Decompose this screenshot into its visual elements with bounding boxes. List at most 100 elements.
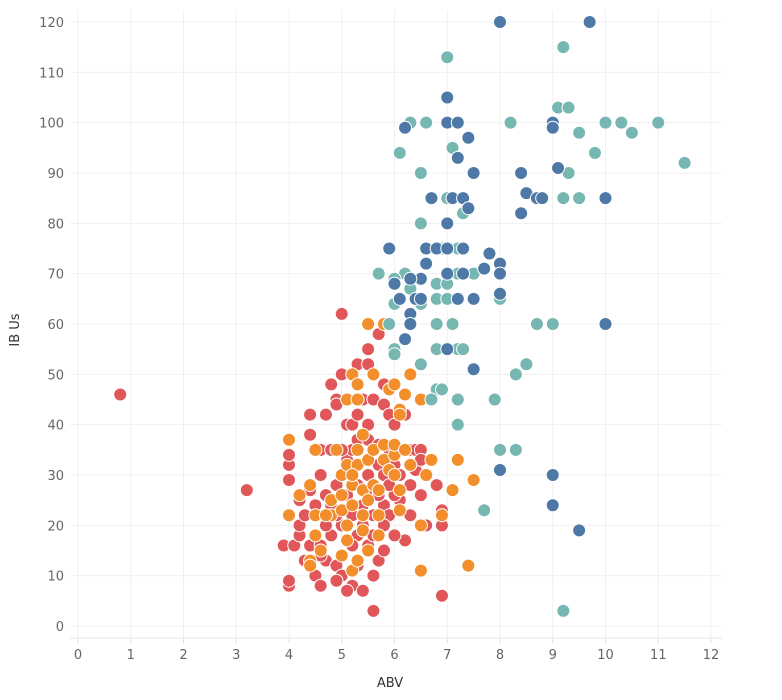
data-point-series-3[interactable] [493, 286, 507, 301]
data-point-series-2[interactable] [440, 50, 455, 65]
data-point-series-3[interactable] [514, 166, 529, 180]
data-point-series-3[interactable] [598, 191, 613, 206]
data-point-series-0[interactable] [303, 427, 318, 442]
data-point-series-1[interactable] [366, 367, 381, 382]
data-point-series-3[interactable] [545, 120, 560, 135]
data-point-series-3[interactable] [598, 317, 613, 331]
data-point-series-1[interactable] [371, 508, 386, 523]
data-point-series-1[interactable] [403, 457, 418, 472]
data-point-series-1[interactable] [350, 553, 365, 568]
data-point-series-2[interactable] [413, 166, 428, 180]
data-point-series-2[interactable] [413, 216, 428, 231]
data-point-series-1[interactable] [313, 543, 328, 558]
data-point-series-2[interactable] [434, 382, 449, 397]
data-point-series-3[interactable] [572, 523, 587, 538]
data-point-series-2[interactable] [456, 342, 471, 357]
data-point-series-2[interactable] [572, 125, 587, 140]
data-point-series-1[interactable] [419, 468, 434, 482]
data-point-series-3[interactable] [450, 115, 465, 130]
data-point-series-1[interactable] [329, 442, 344, 457]
data-point-series-1[interactable] [292, 488, 307, 503]
data-point-series-3[interactable] [493, 266, 507, 281]
data-point-series-0[interactable] [318, 407, 333, 422]
data-point-series-2[interactable] [519, 357, 534, 372]
data-point-series-1[interactable] [308, 442, 323, 457]
data-point-series-1[interactable] [361, 317, 376, 331]
data-point-series-3[interactable] [466, 166, 481, 180]
data-point-series-3[interactable] [440, 342, 455, 357]
data-point-series-1[interactable] [334, 548, 349, 563]
data-point-series-1[interactable] [387, 468, 402, 482]
data-point-series-3[interactable] [382, 241, 397, 256]
data-point-series-1[interactable] [308, 528, 323, 543]
data-point-series-3[interactable] [545, 498, 560, 513]
data-point-series-1[interactable] [387, 377, 402, 392]
data-point-series-2[interactable] [445, 317, 460, 331]
data-point-series-1[interactable] [398, 387, 413, 402]
data-point-series-0[interactable] [434, 588, 449, 603]
data-point-series-0[interactable] [282, 447, 296, 462]
data-point-series-2[interactable] [429, 317, 444, 331]
data-point-series-3[interactable] [440, 90, 455, 105]
data-point-series-3[interactable] [461, 201, 476, 216]
data-point-series-0[interactable] [324, 377, 339, 392]
data-point-series-3[interactable] [424, 191, 439, 206]
data-point-series-2[interactable] [677, 155, 692, 170]
data-point-series-1[interactable] [434, 508, 449, 523]
data-point-series-1[interactable] [350, 377, 365, 392]
data-point-series-1[interactable] [371, 528, 386, 543]
data-point-series-2[interactable] [450, 392, 465, 407]
data-point-series-3[interactable] [450, 291, 465, 306]
data-point-series-2[interactable] [624, 125, 639, 140]
data-point-series-3[interactable] [387, 276, 402, 291]
data-point-series-0[interactable] [366, 568, 381, 583]
data-point-series-2[interactable] [614, 115, 629, 130]
data-point-series-2[interactable] [572, 191, 587, 206]
data-point-series-0[interactable] [282, 573, 296, 588]
data-point-series-2[interactable] [419, 115, 434, 130]
data-point-series-3[interactable] [398, 332, 413, 347]
data-point-series-3[interactable] [440, 266, 455, 281]
data-point-series-3[interactable] [582, 15, 597, 29]
data-point-series-0[interactable] [340, 583, 355, 598]
data-point-series-2[interactable] [392, 145, 407, 160]
data-point-series-2[interactable] [424, 392, 439, 407]
data-point-series-1[interactable] [303, 558, 318, 573]
data-point-series-1[interactable] [403, 367, 418, 382]
data-point-series-0[interactable] [376, 543, 391, 558]
data-point-series-1[interactable] [355, 508, 370, 523]
data-point-series-2[interactable] [545, 317, 560, 331]
data-point-series-1[interactable] [361, 493, 376, 508]
data-point-series-1[interactable] [340, 533, 355, 548]
data-point-series-2[interactable] [508, 442, 523, 457]
data-point-series-2[interactable] [508, 367, 523, 382]
data-point-series-3[interactable] [413, 291, 428, 306]
data-point-series-3[interactable] [493, 15, 507, 29]
data-point-series-0[interactable] [413, 488, 428, 503]
data-point-series-3[interactable] [392, 291, 407, 306]
data-point-series-2[interactable] [556, 40, 571, 55]
data-point-series-1[interactable] [371, 483, 386, 498]
data-point-series-0[interactable] [303, 407, 318, 422]
data-point-series-1[interactable] [392, 407, 407, 422]
data-point-series-1[interactable] [355, 523, 370, 538]
data-point-series-3[interactable] [398, 120, 413, 135]
data-point-series-0[interactable] [387, 528, 402, 543]
data-point-series-3[interactable] [456, 266, 471, 281]
data-point-series-0[interactable] [113, 387, 128, 402]
data-point-series-3[interactable] [419, 256, 434, 271]
data-point-series-2[interactable] [477, 503, 492, 518]
data-point-series-2[interactable] [503, 115, 518, 130]
data-point-series-0[interactable] [350, 407, 365, 422]
data-point-series-2[interactable] [387, 347, 402, 362]
data-point-series-0[interactable] [361, 342, 376, 357]
data-point-series-1[interactable] [355, 427, 370, 442]
data-point-series-1[interactable] [282, 432, 296, 447]
data-point-series-2[interactable] [561, 100, 576, 115]
data-point-series-1[interactable] [318, 508, 333, 523]
data-point-series-3[interactable] [514, 206, 529, 221]
data-point-series-1[interactable] [350, 442, 365, 457]
data-point-series-2[interactable] [450, 417, 465, 432]
data-point-series-2[interactable] [371, 266, 386, 281]
data-point-series-2[interactable] [493, 442, 507, 457]
